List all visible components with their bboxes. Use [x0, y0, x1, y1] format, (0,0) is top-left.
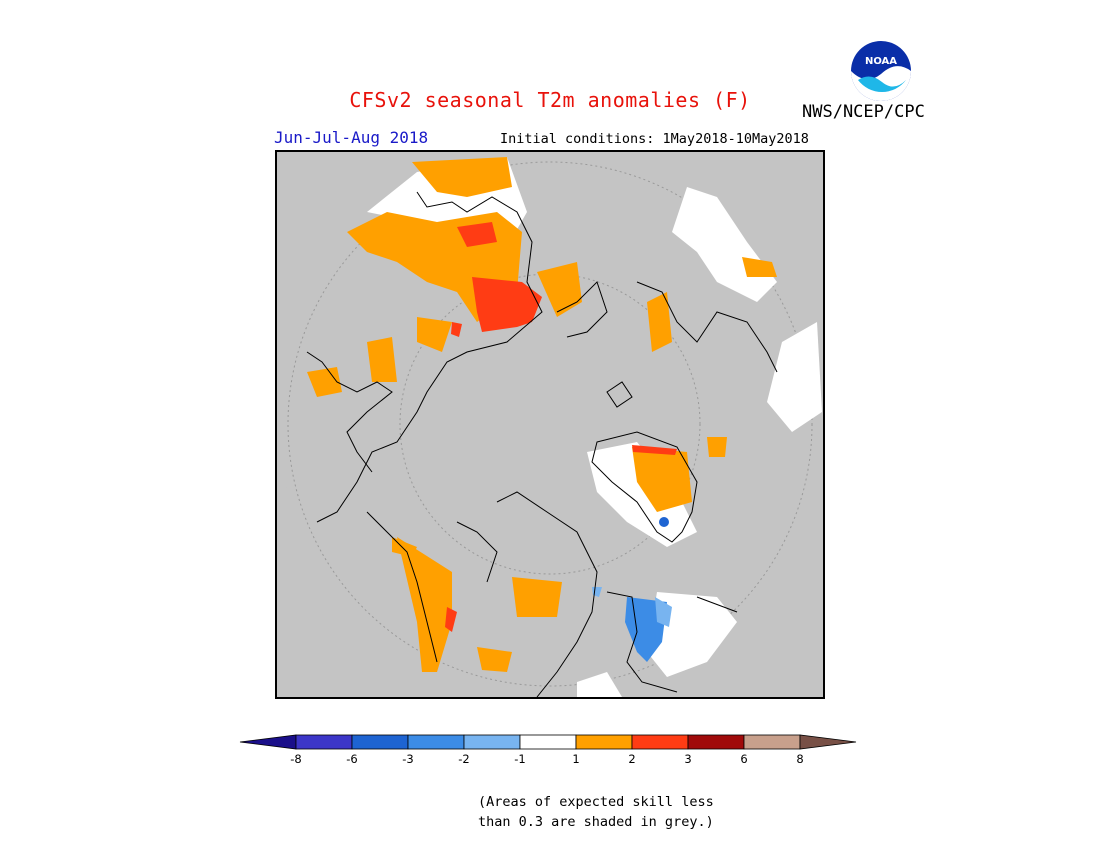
map-title: CFSv2 seasonal T2m anomalies (F)	[349, 88, 751, 112]
colorbar-cell-8	[687, 734, 745, 750]
noaa-logo: NOAA	[850, 40, 912, 102]
colorbar-label: -2	[458, 752, 470, 766]
colorbar-label: 3	[684, 752, 692, 766]
color-scale-bar	[239, 734, 857, 750]
colorbar-label: -6	[346, 752, 358, 766]
colorbar-cell-7	[631, 734, 689, 750]
colorbar-label: 8	[796, 752, 804, 766]
colorbar-label: -8	[290, 752, 302, 766]
logo-text: NOAA	[865, 56, 897, 67]
colorbar-cell-2	[351, 734, 409, 750]
colorbar-cell-3	[407, 734, 465, 750]
colorbar-label: -3	[402, 752, 414, 766]
colorbar-cell-1	[295, 734, 353, 750]
strong-warm-patches	[445, 222, 677, 632]
colorbar-label: -1	[514, 752, 526, 766]
initial-conditions: Initial conditions: 1May2018-10May2018	[500, 131, 809, 147]
forecast-period: Jun-Jul-Aug 2018	[274, 128, 429, 147]
cold-anomaly-patches	[592, 517, 672, 662]
polar-map	[275, 150, 825, 699]
agency-label: NWS/NCEP/CPC	[802, 102, 925, 122]
skill-note-line1: (Areas of expected skill less	[478, 794, 714, 810]
colorbar-cell-4	[463, 734, 521, 750]
colorbar-label: 2	[628, 752, 636, 766]
skill-note: (Areas of expected skill less than 0.3 a…	[478, 792, 714, 832]
colorbar-cell-9	[743, 734, 801, 750]
skill-note-line2: than 0.3 are shaded in grey.)	[478, 814, 714, 830]
colorbar-cell-5	[519, 734, 577, 750]
colorbar-label: 1	[572, 752, 580, 766]
coastlines	[306, 191, 778, 697]
colorbar-label: 6	[740, 752, 748, 766]
colorbar-cell-10	[799, 734, 857, 750]
colorbar-cell-6	[575, 734, 633, 750]
colorbar-cell-0	[239, 734, 297, 750]
